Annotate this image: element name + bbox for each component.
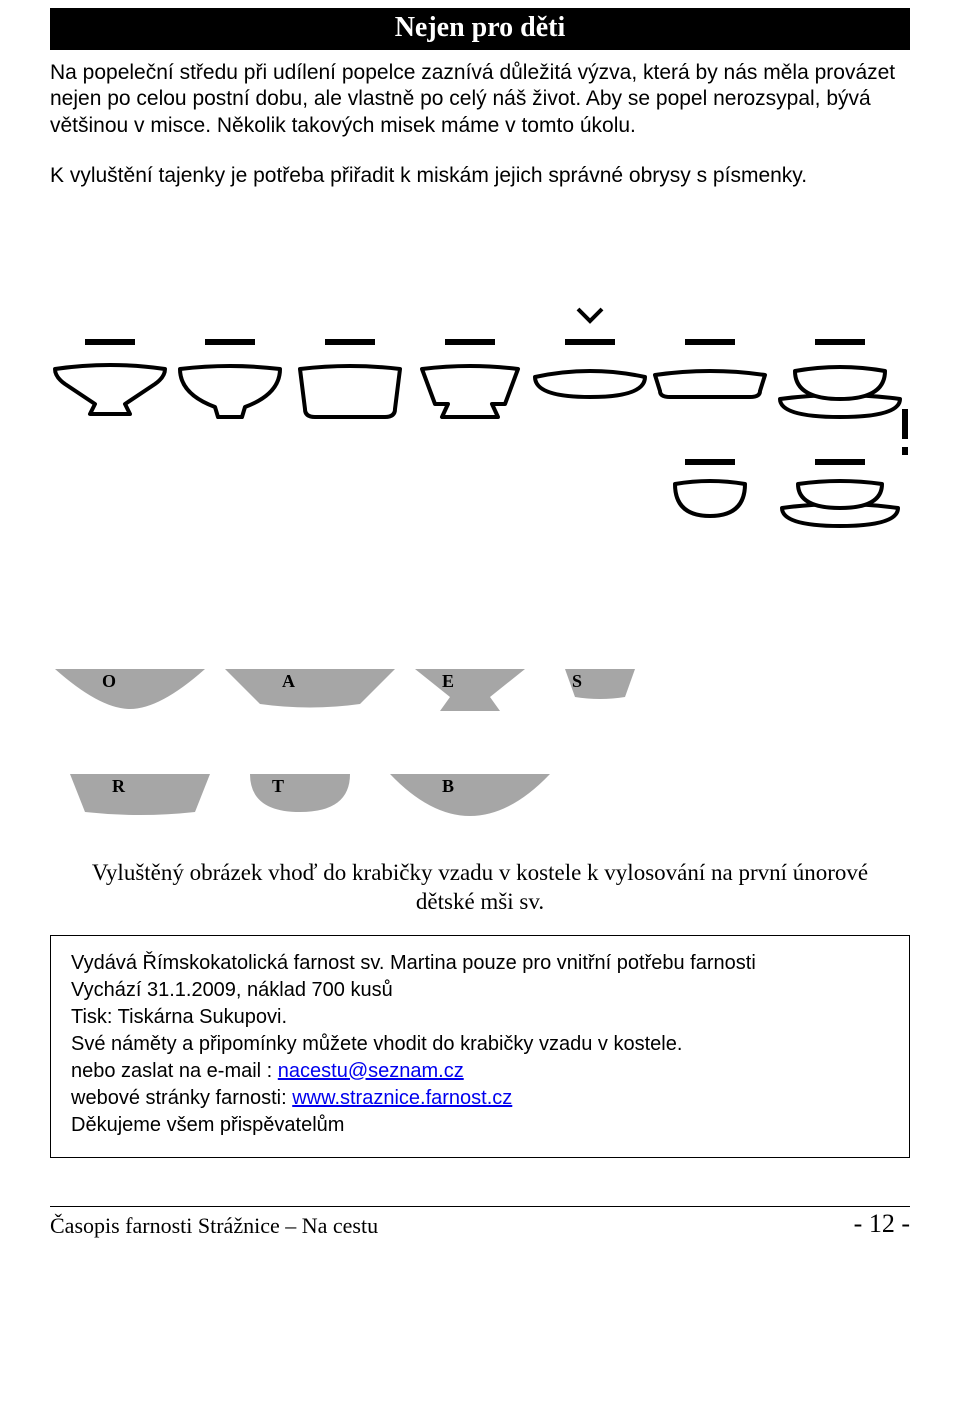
colophon-line-6: webové stránky farnosti: www.straznice.f…: [71, 1085, 889, 1112]
email-link[interactable]: nacestu@seznam.cz: [278, 1060, 464, 1082]
colophon-line-1: Vydává Římskokatolická farnost sv. Marti…: [71, 950, 889, 977]
colophon-box: Vydává Římskokatolická farnost sv. Marti…: [50, 935, 910, 1158]
colophon-email-label: nebo zaslat na e-mail :: [71, 1060, 278, 1082]
puzzle-illustration: O A E S R T B: [50, 229, 910, 849]
website-link[interactable]: www.straznice.farnost.cz: [292, 1087, 512, 1109]
intro-paragraph-2: K vyluštění tajenky je potřeba přiřadit …: [50, 163, 910, 189]
instruction-text: Vyluštěný obrázek vhoď do krabičky vzadu…: [50, 859, 910, 917]
svg-text:R: R: [112, 776, 126, 796]
instruction-line-2: dětské mši sv.: [416, 889, 544, 914]
svg-text:E: E: [442, 671, 454, 691]
colophon-line-3: Tisk: Tiskárna Sukupovi.: [71, 1004, 889, 1031]
intro-paragraph-1: Na popeleční středu při udílení popelce …: [50, 60, 910, 139]
page-title: Nejen pro děti: [50, 8, 910, 50]
svg-text:T: T: [272, 776, 284, 796]
svg-text:O: O: [102, 671, 116, 691]
colophon-line-4: Své náměty a připomínky můžete vhodit do…: [71, 1031, 889, 1058]
svg-text:A: A: [282, 671, 295, 691]
colophon-web-label: webové stránky farnosti:: [71, 1087, 292, 1109]
page-footer: Časopis farnosti Strážnice – Na cestu - …: [50, 1206, 910, 1239]
instruction-line-1: Vyluštěný obrázek vhoď do krabičky vzadu…: [92, 860, 868, 885]
colophon-line-7: Děkujeme všem přispěvatelům: [71, 1112, 889, 1139]
colophon-line-5: nebo zaslat na e-mail : nacestu@seznam.c…: [71, 1058, 889, 1085]
footer-page-number: - 12 -: [854, 1209, 910, 1239]
footer-left: Časopis farnosti Strážnice – Na cestu: [50, 1213, 378, 1239]
colophon-line-2: Vychází 31.1.2009, náklad 700 kusů: [71, 977, 889, 1004]
svg-text:S: S: [572, 671, 582, 691]
svg-text:B: B: [442, 776, 454, 796]
